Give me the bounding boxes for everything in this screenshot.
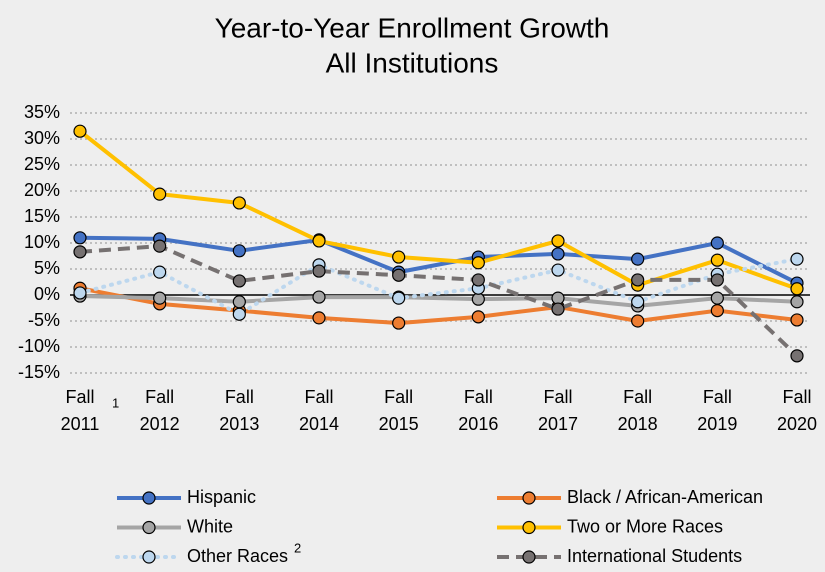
point-marker [551, 247, 565, 261]
legend-marker [142, 491, 156, 505]
footnote-marker: 1 [112, 395, 119, 410]
point-marker [153, 187, 167, 201]
legend-marker [142, 550, 156, 564]
point-marker [312, 311, 326, 325]
x-tick-label: Fall 2011 [60, 387, 100, 434]
legend-marker [522, 550, 536, 564]
legend-marker [142, 520, 156, 535]
x-tick-label: Fall 2016 [458, 387, 499, 434]
point-marker [73, 124, 87, 138]
x-tick-label: Fall 2012 [139, 387, 180, 434]
legend-label: Black / African-American [567, 487, 763, 507]
y-tick-label: 15% [24, 206, 60, 226]
series-line [79, 286, 798, 326]
x-tick-label: Fall 2013 [219, 387, 260, 434]
series-line [79, 244, 799, 358]
point-marker [631, 273, 645, 287]
point-marker [73, 245, 87, 259]
chart-subtitle: All Institutions [326, 47, 499, 78]
point-marker [551, 302, 565, 316]
point-marker [790, 349, 804, 363]
x-tick-label: Fall 2014 [298, 387, 340, 434]
point-marker [392, 268, 406, 282]
series-line [78, 257, 799, 317]
y-tick-label: 35% [24, 102, 60, 122]
point-marker [232, 244, 246, 258]
point-marker [631, 252, 645, 266]
point-marker [551, 291, 565, 305]
point-marker [471, 256, 485, 270]
chart-title: Year-to-Year Enrollment Growth [215, 12, 610, 43]
legend-label: International Students [567, 546, 742, 566]
point-marker [710, 253, 724, 267]
series-line [79, 235, 798, 285]
x-tick-label: Fall 2015 [378, 387, 419, 434]
point-marker [73, 286, 87, 300]
x-tick-label: Fall 2018 [617, 387, 658, 434]
point-marker [631, 295, 645, 309]
y-tick-label: 20% [24, 180, 60, 200]
point-marker [790, 282, 804, 296]
y-tick-label: 5% [34, 258, 60, 278]
series-line [78, 129, 798, 291]
point-marker [232, 196, 246, 210]
x-tick-label: Fall 2019 [697, 387, 738, 434]
y-tick-label: -5% [28, 310, 60, 330]
y-tick-label: 30% [24, 128, 60, 148]
point-marker [232, 307, 246, 321]
point-marker [312, 290, 326, 304]
point-marker [790, 313, 804, 327]
y-tick-label: 0% [34, 284, 60, 304]
legend-marker [522, 491, 536, 505]
point-marker [471, 292, 485, 306]
point-marker [73, 231, 87, 245]
footnote-marker: 2 [294, 540, 301, 555]
point-marker [710, 273, 724, 287]
point-marker [153, 265, 167, 279]
point-marker [312, 234, 326, 248]
point-marker [232, 295, 246, 309]
point-marker [392, 250, 406, 264]
legend-marker [522, 520, 536, 535]
point-marker [153, 291, 167, 305]
point-marker [153, 239, 167, 253]
x-tick-label: Fall 2017 [537, 387, 579, 434]
y-tick-label: -15% [18, 362, 60, 382]
y-tick-label: 10% [24, 232, 60, 252]
point-marker [471, 310, 485, 324]
point-marker [392, 316, 406, 330]
y-tick-label: 25% [24, 154, 60, 174]
point-marker [392, 291, 406, 305]
point-marker [790, 252, 804, 266]
point-marker [312, 264, 326, 278]
point-marker [471, 273, 485, 287]
x-tick-label: Fall 2020 [776, 387, 818, 434]
point-marker [631, 314, 645, 328]
point-marker [551, 263, 565, 277]
point-marker [710, 291, 724, 305]
point-marker [790, 295, 804, 309]
point-marker [710, 304, 724, 318]
point-marker [551, 234, 565, 248]
legend-label: Hispanic [187, 487, 256, 507]
series-line [79, 294, 798, 308]
point-marker [232, 274, 246, 288]
y-tick-label: -10% [18, 336, 60, 356]
legend-label: Two or More Races [567, 516, 723, 536]
legend-label: Other Races [187, 546, 288, 566]
legend-label: White [187, 516, 233, 536]
point-marker [710, 236, 724, 250]
